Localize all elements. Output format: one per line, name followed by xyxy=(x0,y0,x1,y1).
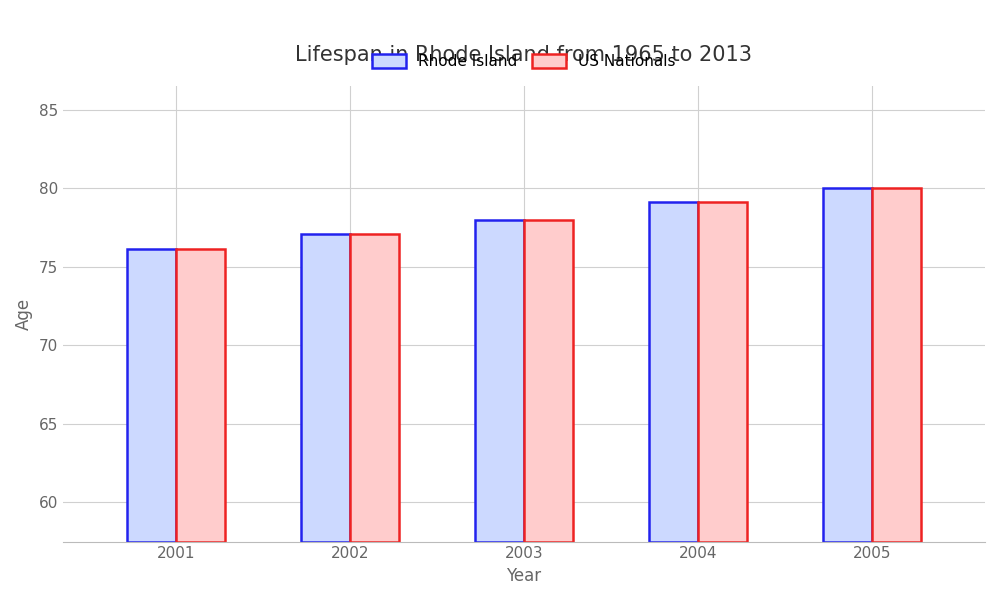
Title: Lifespan in Rhode Island from 1965 to 2013: Lifespan in Rhode Island from 1965 to 20… xyxy=(295,45,752,65)
Bar xyxy=(350,233,399,542)
Y-axis label: Age: Age xyxy=(15,298,33,330)
Bar xyxy=(649,202,698,542)
Bar xyxy=(127,250,176,542)
Bar xyxy=(524,220,573,542)
Bar xyxy=(823,188,872,542)
Bar xyxy=(475,220,524,542)
Bar xyxy=(872,188,921,542)
X-axis label: Year: Year xyxy=(506,567,541,585)
Bar xyxy=(176,250,225,542)
Legend: Rhode Island, US Nationals: Rhode Island, US Nationals xyxy=(366,48,682,76)
Bar xyxy=(301,233,350,542)
Bar xyxy=(698,202,747,542)
